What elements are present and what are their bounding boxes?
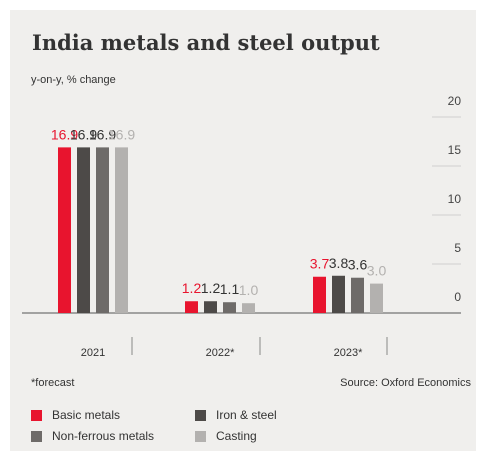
data-label: 1.2 [201,280,221,296]
legend-label-casting: Casting [216,429,257,443]
data-label: 16.9 [108,126,135,142]
data-label: 16.9 [70,126,97,142]
chart-card: India metals and steel output y-on-y, % … [10,10,476,451]
bar [58,147,71,313]
data-label: 16.9 [89,126,116,142]
source-note: Source: Oxford Economics [340,377,471,389]
y-tick-label: 0 [454,290,461,304]
data-label: 3.7 [310,256,330,272]
forecast-footnote: *forecast [31,377,75,389]
bar [96,147,109,313]
legend-label-basic-metals: Basic metals [52,408,121,422]
bar [332,275,345,313]
data-label: 1.1 [220,281,240,297]
legend-item-casting: Casting [195,427,257,445]
legend-swatch-casting [195,430,206,442]
legend: Basic metals Non-ferrous metals Iron & s… [31,406,451,446]
legend-swatch-non-ferrous-metals [31,430,42,442]
legend-item-non-ferrous-metals: Non-ferrous metals [31,427,154,445]
data-label: 3.8 [329,255,349,271]
data-label: 3.6 [348,257,368,273]
data-label: 16.9 [51,126,78,142]
bar [351,277,364,313]
legend-item-basic-metals: Basic metals [31,406,120,424]
chart-title: India metals and steel output [32,30,380,55]
bar [313,276,326,313]
legend-item-iron-steel: Iron & steel [195,406,277,424]
bar [370,283,383,313]
y-tick-label: 10 [448,192,462,206]
bar [115,147,128,313]
bar [204,301,217,313]
legend-label-iron-steel: Iron & steel [216,408,277,422]
data-label: 3.0 [367,263,387,279]
x-tick-label: 2023* [334,347,363,359]
bar [77,147,90,313]
x-tick-label: 2021 [81,347,105,359]
legend-swatch-basic-metals [31,409,42,421]
bar [185,301,198,313]
x-tick-label: 2022* [206,347,235,359]
y-tick-label: 20 [448,94,462,108]
data-label: 1.2 [182,280,202,296]
legend-label-non-ferrous-metals: Non-ferrous metals [52,429,155,443]
y-tick-label: 15 [448,143,462,157]
bar [223,302,236,313]
bar [242,303,255,313]
data-label: 1.0 [239,282,259,298]
legend-swatch-iron-steel [195,409,206,421]
y-tick-label: 5 [454,241,461,255]
chart-subtitle: y-on-y, % change [31,74,116,86]
